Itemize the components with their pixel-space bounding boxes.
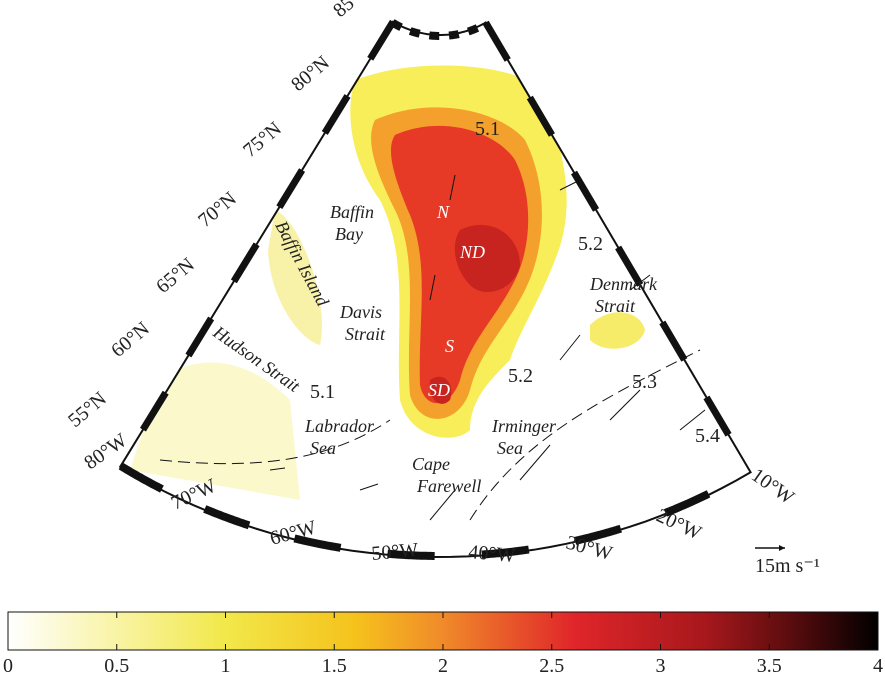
frame-block: [230, 242, 260, 284]
colorbar-tick-label: 2.5: [539, 655, 564, 674]
shading: [454, 224, 520, 293]
scale-arrow-head: [779, 545, 785, 551]
frame-block: [293, 534, 342, 552]
frame-block: [663, 490, 711, 517]
latitude-label: 70°N: [194, 188, 241, 232]
shading: [268, 210, 322, 345]
contour-label: 5.1: [310, 381, 335, 403]
contour-label: 5.4: [695, 425, 720, 447]
frame-block: [448, 30, 460, 40]
longitude-label: 10°W: [747, 464, 798, 509]
contour-label: 5.1: [475, 118, 500, 140]
place-label: Farewell: [416, 476, 481, 496]
contour-label: 5.2: [578, 233, 603, 255]
frame-block: [139, 390, 169, 432]
latitude-label: 80°N: [287, 52, 334, 96]
frame-block: [526, 95, 555, 137]
colorbar-tick-label: 4: [873, 655, 883, 674]
frame-block: [408, 27, 421, 38]
contour: [159, 349, 701, 521]
region-label: S: [445, 336, 454, 356]
frame-block: [185, 316, 215, 358]
colorbar-tick-label: 1: [221, 655, 231, 674]
latitude-label: 65°N: [152, 254, 199, 298]
longitude-label: 40°W: [468, 541, 517, 567]
frame-block: [276, 168, 306, 210]
place-label: Strait: [345, 324, 386, 344]
place-label: Bay: [335, 224, 363, 244]
frame-block: [659, 320, 688, 362]
contour-label: 5.3: [632, 371, 657, 393]
shading: [130, 362, 300, 500]
frame-ticks: [118, 19, 732, 560]
longitude-label: 50°W: [371, 539, 420, 565]
region-label: ND: [459, 242, 485, 262]
field-layer: [130, 65, 645, 500]
frame-block: [367, 19, 396, 61]
frame-block: [387, 549, 435, 560]
colorbar-tick-label: 2: [438, 655, 448, 674]
frame-block: [703, 395, 732, 437]
latitude-label: 55°N: [64, 388, 111, 432]
scale-arrow-label: 15m s⁻¹: [755, 555, 820, 577]
place-label: Strait: [595, 296, 636, 316]
frame-block: [203, 505, 251, 530]
colorbar-tick-label: 0: [3, 655, 13, 674]
frame-block: [481, 545, 530, 559]
place-label: Sea: [310, 438, 336, 458]
latitude-label: 75°N: [239, 118, 286, 162]
frame-block: [467, 24, 480, 36]
frame-block: [482, 20, 511, 62]
place-label: Sea: [497, 438, 523, 458]
shading: [590, 312, 645, 349]
region-label: N: [436, 202, 450, 222]
shading: [429, 376, 452, 404]
frame-block: [428, 31, 440, 40]
frame-block: [570, 170, 600, 212]
latitude-label: 85°N: [329, 0, 376, 22]
latitude-label: 60°N: [107, 318, 154, 362]
region-label: SD: [428, 380, 450, 400]
place-label: Labrador: [304, 416, 375, 436]
place-label: Denmark: [589, 274, 658, 294]
frame-block: [118, 462, 164, 493]
colorbar-tick-label: 3.5: [757, 655, 782, 674]
colorbar-tick-label: 0.5: [104, 655, 129, 674]
colorbar-tick-label: 3: [656, 655, 666, 674]
frame-block: [615, 245, 644, 287]
place-label: Irminger: [491, 416, 557, 436]
place-label: Davis: [339, 302, 382, 322]
frame-block: [321, 94, 351, 135]
place-label: Cape: [412, 454, 450, 474]
place-label: Baffin: [330, 202, 374, 222]
colorbar: [7, 611, 879, 651]
colorbar-tick-label: 1.5: [322, 655, 347, 674]
contour-label: 5.2: [508, 365, 533, 387]
frame-block: [574, 524, 622, 545]
